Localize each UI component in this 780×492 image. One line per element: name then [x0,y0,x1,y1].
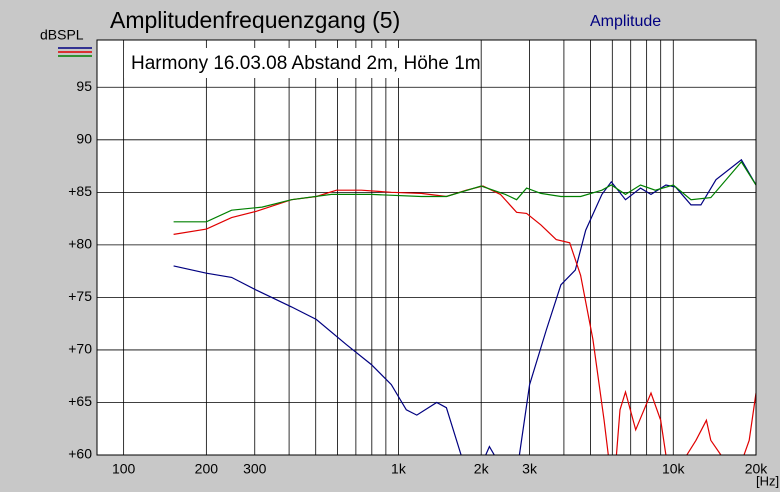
chart-title: Amplitudenfrequenzgang (5) [110,7,400,33]
x-tick-label: 100 [112,461,136,477]
x-tick-label: 10k [662,461,686,477]
x-tick-label: 200 [195,461,219,477]
x-tick-label: 2k [474,461,490,477]
subtitle: Amplitude [590,13,661,30]
x-tick-label: 1k [391,461,407,477]
y-tick-label: +70 [68,341,92,357]
y-tick-label: +60 [68,446,92,462]
y-tick-label: 95 [76,78,92,94]
annotation-box [124,48,424,78]
y-axis-label: dBSPL [40,27,84,43]
y-tick-label: 90 [76,131,92,147]
series-line [173,160,756,223]
y-tick-label: +85 [68,183,92,199]
series-line [173,185,756,455]
annotation: Harmony 16.03.08 Abstand 2m, Höhe 1m [131,53,481,74]
y-tick-label: +75 [68,288,92,304]
y-tick-label: +65 [68,393,92,409]
x-tick-label: 300 [243,461,267,477]
x-tick-label: 3k [522,461,538,477]
x-tick-label: 20k [745,461,769,477]
plot-area [97,40,756,455]
x-axis-label: [Hz] [756,473,779,488]
plot-border [96,39,757,456]
y-tick-label: +80 [68,236,92,252]
